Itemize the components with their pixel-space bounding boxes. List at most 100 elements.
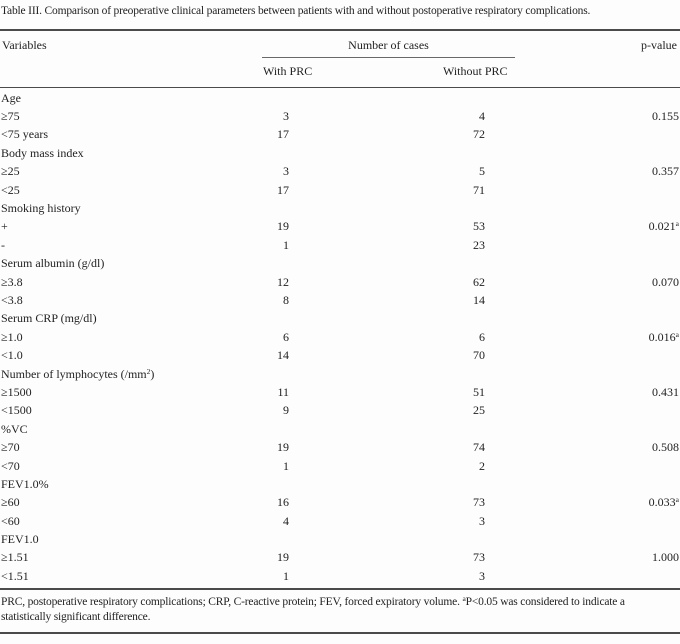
group-label-row: Smoking history bbox=[1, 199, 679, 217]
cell-with-prc: 14 bbox=[277, 348, 289, 363]
cell-variable: ≥3.8 bbox=[1, 274, 23, 289]
cell-variable: ≥70 bbox=[1, 440, 20, 455]
p-value-superscript: a bbox=[675, 495, 679, 505]
cell-variable: <25 bbox=[1, 182, 20, 197]
group-label-row: FEV1.0% bbox=[1, 475, 679, 493]
cell-with-prc: 8 bbox=[283, 292, 289, 307]
group-label: Number of lymphocytes (/mm2) bbox=[1, 366, 155, 381]
group-label-row: %VC bbox=[1, 420, 679, 438]
cell-with-prc: 19 bbox=[277, 219, 289, 234]
cell-with-prc: 16 bbox=[277, 495, 289, 510]
cell-p-value: 0.033a bbox=[648, 495, 679, 510]
cell-variable: <70 bbox=[1, 458, 20, 473]
table-row: ≥70 19 74 0.508 bbox=[1, 438, 679, 456]
cell-variable: <75 years bbox=[1, 127, 49, 142]
cell-p-value bbox=[485, 512, 679, 530]
footnote-line-1: PRC, postoperative respiratory complicat… bbox=[1, 595, 679, 610]
cell-without-prc: 73 bbox=[473, 550, 485, 565]
cell-without-prc: 2 bbox=[479, 458, 485, 473]
cell-p-value: 0.431 bbox=[652, 384, 679, 399]
cell-without-prc: 74 bbox=[473, 440, 485, 455]
cell-p-value: 0.070 bbox=[652, 274, 679, 289]
table-row: ≥60 16 73 0.033a bbox=[1, 494, 679, 512]
cell-with-prc: 19 bbox=[277, 440, 289, 455]
cell-without-prc: 72 bbox=[473, 127, 485, 142]
cell-with-prc: 1 bbox=[283, 237, 289, 252]
group-label: Smoking history bbox=[1, 201, 81, 216]
cell-variable: ≥1500 bbox=[1, 384, 32, 399]
cell-with-prc: 9 bbox=[283, 403, 289, 418]
table-row: - 1 23 bbox=[1, 236, 679, 254]
cell-with-prc: 4 bbox=[283, 513, 289, 528]
column-header-p-value: p-value bbox=[641, 38, 677, 52]
table-footnote: PRC, postoperative respiratory complicat… bbox=[1, 595, 679, 625]
cell-with-prc: 11 bbox=[277, 384, 289, 399]
cell-without-prc: 4 bbox=[479, 109, 485, 124]
table-row: <3.8 8 14 bbox=[1, 291, 679, 309]
table-row: ≥3.8 12 62 0.070 bbox=[1, 273, 679, 291]
cell-without-prc: 25 bbox=[473, 403, 485, 418]
group-label-row: Serum albumin (g/dl) bbox=[1, 255, 679, 273]
cell-without-prc: 73 bbox=[473, 495, 485, 510]
cell-p-value bbox=[485, 181, 679, 199]
cell-p-value bbox=[485, 402, 679, 420]
p-value-superscript: a bbox=[675, 329, 679, 339]
table-row: <1.0 14 70 bbox=[1, 346, 679, 364]
cell-p-value: 0.155 bbox=[652, 109, 679, 124]
table-row: <60 4 3 bbox=[1, 512, 679, 530]
cell-variable: - bbox=[1, 237, 5, 252]
group-label: FEV1.0 bbox=[1, 532, 39, 547]
cell-variable: <1.0 bbox=[1, 348, 23, 363]
rule-header-bottom bbox=[0, 86, 680, 89]
column-header-variables: Variables bbox=[2, 38, 47, 52]
cell-with-prc: 1 bbox=[283, 568, 289, 583]
table-title: Table III. Comparison of preoperative cl… bbox=[1, 5, 591, 17]
group-label: FEV1.0% bbox=[1, 476, 49, 491]
table-row: <1.51 1 3 bbox=[1, 567, 679, 585]
cell-with-prc: 3 bbox=[283, 109, 289, 124]
group-label: Body mass index bbox=[1, 145, 84, 160]
rule-footnote-top bbox=[0, 588, 680, 590]
cell-variable: <60 bbox=[1, 513, 20, 528]
cell-p-value: 0.508 bbox=[652, 440, 679, 455]
group-label-row: Age bbox=[1, 89, 679, 107]
column-header-with-prc: With PRC bbox=[263, 64, 313, 78]
cell-with-prc: 12 bbox=[277, 274, 289, 289]
p-value-superscript: a bbox=[675, 219, 679, 229]
footnote-line-2: statistically significant difference. bbox=[1, 611, 151, 623]
cell-without-prc: 51 bbox=[473, 384, 485, 399]
table-row: ≥1.51 19 73 1.000 bbox=[1, 549, 679, 567]
cell-p-value: 0.357 bbox=[652, 164, 679, 179]
cell-variable: ≥1.51 bbox=[1, 550, 29, 565]
cell-without-prc: 3 bbox=[479, 568, 485, 583]
cell-without-prc: 6 bbox=[479, 329, 485, 344]
table-row: <75 years 17 72 bbox=[1, 126, 679, 144]
table-row: <70 1 2 bbox=[1, 457, 679, 475]
cell-without-prc: 62 bbox=[473, 274, 485, 289]
cell-without-prc: 23 bbox=[473, 237, 485, 252]
cell-variable: ≥25 bbox=[1, 164, 20, 179]
footnote-superscript-a: a bbox=[462, 594, 466, 603]
table-row: +19 53 0.021a bbox=[1, 218, 679, 236]
superscript: 2 bbox=[146, 366, 151, 376]
cell-variable: <3.8 bbox=[1, 292, 23, 307]
cell-p-value bbox=[485, 291, 679, 309]
table-row: ≥75 3 4 0.155 bbox=[1, 107, 679, 125]
group-label: Serum albumin (g/dl) bbox=[1, 256, 105, 271]
comparison-table: Age ≥75 3 4 0.155 <75 years 17 72 Body mass inde… bbox=[1, 89, 679, 586]
cell-p-value bbox=[485, 346, 679, 364]
cell-p-value: 1.000 bbox=[652, 550, 679, 565]
cell-without-prc: 71 bbox=[473, 182, 485, 197]
table-row: ≥1500 11 51 0.431 bbox=[1, 383, 679, 401]
group-label: Age bbox=[1, 90, 21, 105]
cell-with-prc: 3 bbox=[283, 164, 289, 179]
cell-variable: ≥1.0 bbox=[1, 329, 23, 344]
cell-without-prc: 5 bbox=[479, 164, 485, 179]
cell-with-prc: 19 bbox=[277, 550, 289, 565]
cell-p-value bbox=[485, 567, 679, 585]
cell-without-prc: 53 bbox=[473, 219, 485, 234]
cell-with-prc: 17 bbox=[277, 182, 289, 197]
rule-top bbox=[0, 29, 680, 31]
table-body: Age ≥75 3 4 0.155 <75 years 17 72 Body mass inde… bbox=[1, 89, 679, 586]
